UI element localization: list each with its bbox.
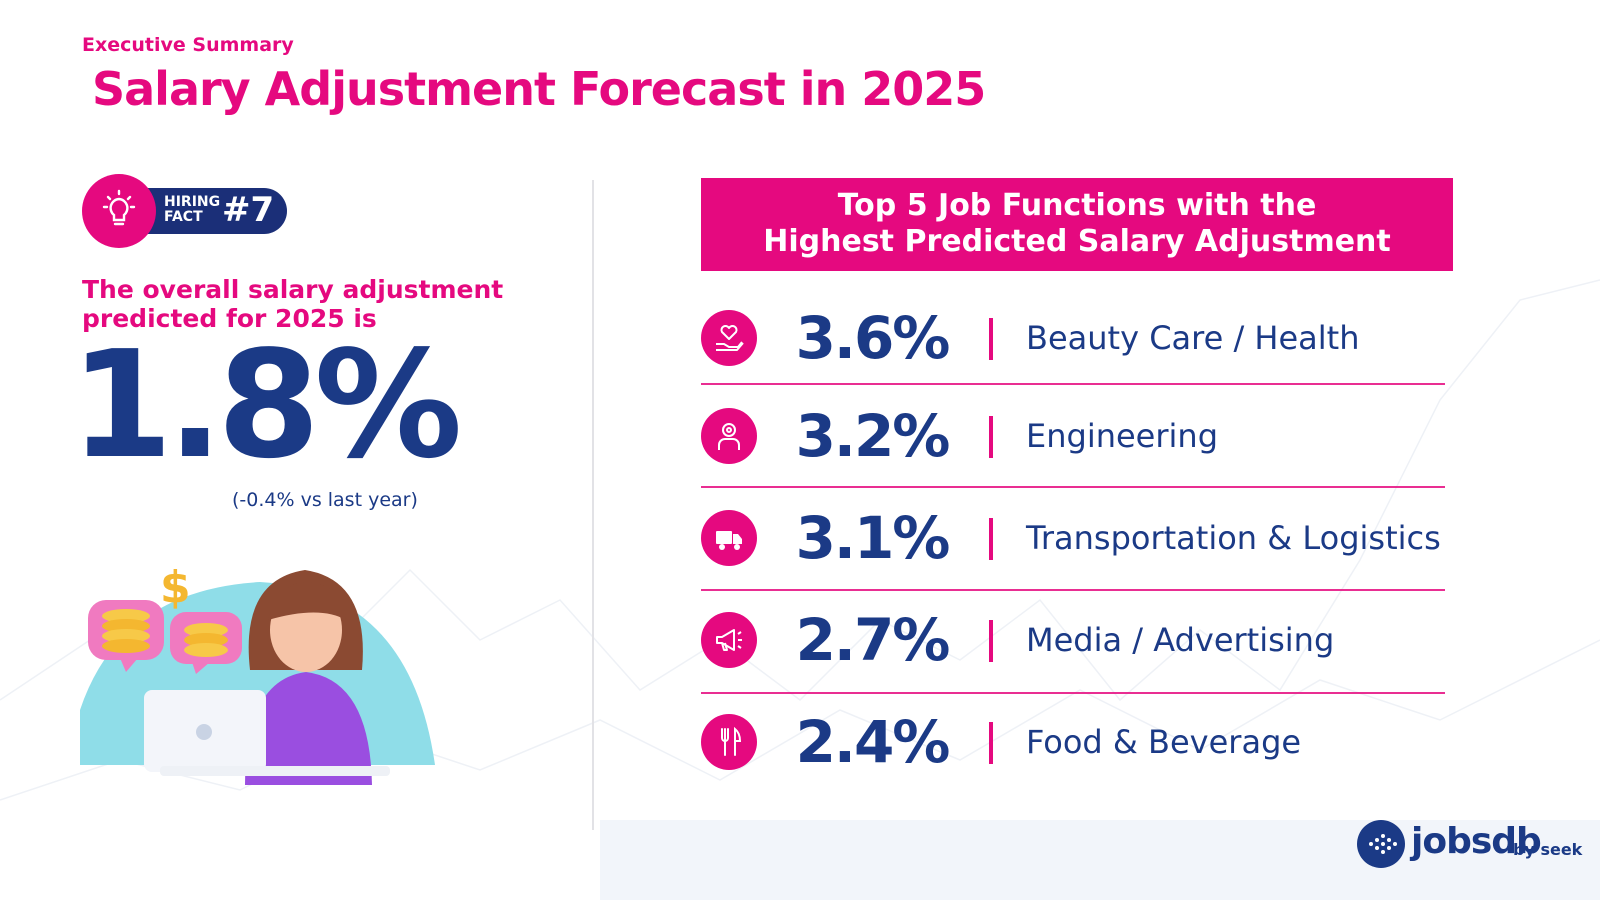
truck-icon bbox=[716, 531, 742, 550]
row-bar bbox=[989, 416, 993, 458]
function-row: 3.1% Transportation & Logistics bbox=[701, 488, 1445, 588]
lightbulb-icon bbox=[102, 189, 136, 226]
function-icon-circle bbox=[701, 408, 757, 464]
function-name: Engineering bbox=[1026, 417, 1218, 455]
function-row: 3.2% Engineering bbox=[701, 386, 1445, 486]
panel-title-line2: Highest Predicted Salary Adjustment bbox=[763, 224, 1391, 259]
function-name: Beauty Care / Health bbox=[1026, 319, 1360, 357]
badge-label: HIRING FACT bbox=[164, 195, 220, 225]
coin-bubble-right bbox=[170, 612, 242, 674]
function-pct: 3.1% bbox=[795, 504, 951, 572]
function-pct: 2.7% bbox=[795, 606, 951, 674]
row-separator bbox=[701, 692, 1445, 694]
badge-circle bbox=[82, 174, 156, 248]
function-icon-circle bbox=[701, 310, 757, 366]
panel-title-line1: Top 5 Job Functions with the bbox=[837, 188, 1317, 223]
function-icon-circle bbox=[701, 714, 757, 770]
column-divider bbox=[592, 180, 594, 830]
function-icon-circle bbox=[701, 612, 757, 668]
brand-name: jobsdb bbox=[1411, 821, 1542, 862]
row-bar bbox=[989, 318, 993, 360]
function-pct: 2.4% bbox=[795, 708, 951, 776]
engineer-icon bbox=[718, 423, 740, 450]
function-name: Media / Advertising bbox=[1026, 621, 1335, 659]
badge-number: #7 bbox=[222, 190, 275, 230]
cutlery-icon bbox=[721, 726, 742, 756]
megaphone-icon bbox=[716, 629, 742, 651]
badge-label-line2: FACT bbox=[164, 209, 203, 225]
page-title: Salary Adjustment Forecast in 2025 bbox=[92, 62, 986, 116]
function-row: 2.4% Food & Beverage bbox=[701, 692, 1445, 792]
hiring-fact-badge: HIRING FACT #7 bbox=[82, 174, 287, 248]
row-separator bbox=[701, 589, 1445, 591]
brand-by: by seek bbox=[1513, 840, 1583, 859]
badge-label-line1: HIRING bbox=[164, 194, 221, 210]
summary-lead: The overall salary adjustment predicted … bbox=[82, 275, 504, 333]
function-pct: 3.6% bbox=[795, 304, 951, 372]
row-bar bbox=[989, 620, 993, 662]
function-name: Transportation & Logistics bbox=[1026, 519, 1441, 557]
top-functions-header: Top 5 Job Functions with the Highest Pre… bbox=[701, 178, 1453, 271]
coin-bubble-left bbox=[88, 600, 164, 672]
row-bar bbox=[989, 722, 993, 764]
overall-adjustment-value: 1.8% bbox=[70, 319, 462, 491]
jobsdb-mark-icon bbox=[1357, 820, 1405, 868]
yoy-change: (-0.4% vs last year) bbox=[232, 489, 418, 511]
dollar-sign: $ bbox=[160, 562, 191, 613]
function-name: Food & Beverage bbox=[1026, 723, 1302, 761]
row-separator bbox=[701, 383, 1445, 385]
heart-hand-icon bbox=[716, 325, 744, 351]
function-row: 3.6% Beauty Care / Health bbox=[701, 288, 1445, 388]
woman-laptop-illustration: $ bbox=[80, 562, 435, 785]
section-kicker: Executive Summary bbox=[82, 34, 294, 56]
row-bar bbox=[989, 518, 993, 560]
row-separator bbox=[701, 486, 1445, 488]
function-row: 2.7% Media / Advertising bbox=[701, 590, 1445, 690]
function-pct: 3.2% bbox=[795, 402, 951, 470]
function-icon-circle bbox=[701, 510, 757, 566]
